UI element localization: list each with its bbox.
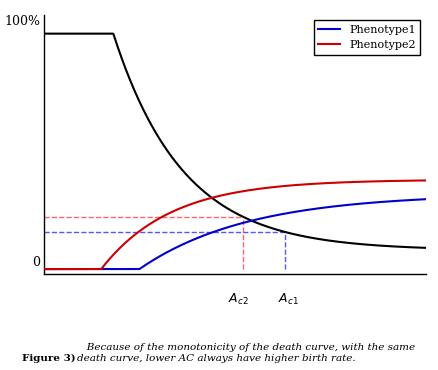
- Text: 100%: 100%: [4, 15, 40, 28]
- Text: 0: 0: [32, 256, 40, 269]
- Text: $A_{c1}$: $A_{c1}$: [277, 292, 298, 307]
- Text: Figure 3): Figure 3): [22, 353, 75, 363]
- Legend: Phenotype1, Phenotype2: Phenotype1, Phenotype2: [313, 20, 419, 55]
- Text: Because of the monotonicity of the death curve, with the same
death curve, lower: Because of the monotonicity of the death…: [77, 343, 414, 363]
- Text: $A_{c2}$: $A_{c2}$: [228, 292, 248, 307]
